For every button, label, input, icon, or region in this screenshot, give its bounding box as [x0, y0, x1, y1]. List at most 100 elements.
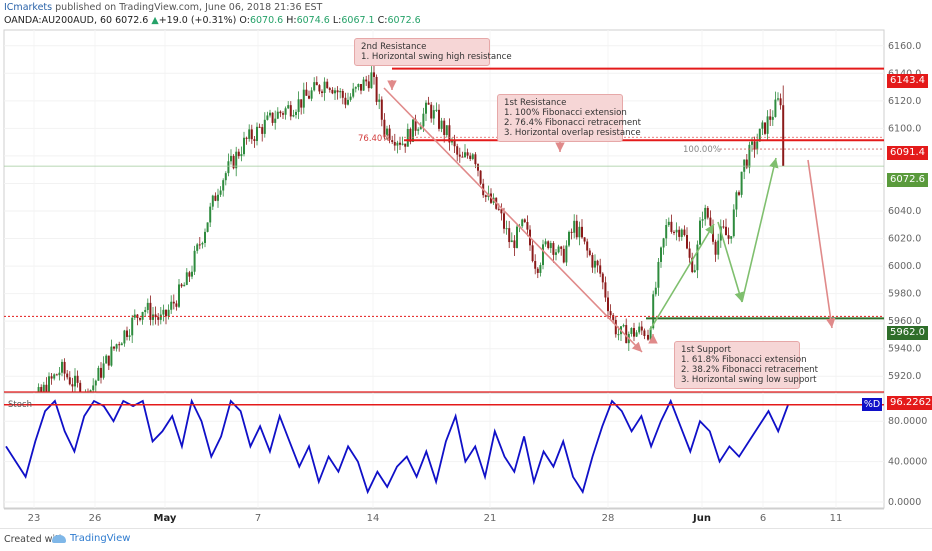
- candle: [68, 371, 71, 386]
- candle-body: [50, 376, 53, 379]
- candle-body: [201, 242, 204, 245]
- candle-body: [725, 226, 727, 236]
- candle-body: [175, 303, 178, 307]
- candle: [583, 237, 586, 245]
- candle: [471, 152, 474, 161]
- candle-body: [323, 81, 326, 93]
- candle: [115, 343, 118, 352]
- candle-body: [178, 284, 180, 307]
- candle-body: [753, 141, 756, 150]
- candle-body: [758, 128, 761, 142]
- candle: [204, 228, 206, 248]
- candle: [222, 178, 225, 197]
- candle: [704, 204, 707, 226]
- candle: [531, 239, 534, 263]
- candle: [549, 240, 552, 253]
- fib-100-label: 100.00%: [683, 145, 721, 155]
- candle-body: [102, 363, 105, 378]
- note-title: 1st Support: [681, 345, 732, 355]
- candle-body: [570, 231, 573, 233]
- candle-body: [516, 226, 518, 248]
- candle-body: [727, 235, 730, 239]
- candle: [654, 281, 657, 297]
- candle-body: [466, 152, 469, 156]
- candle: [601, 272, 604, 290]
- candle-body: [643, 330, 646, 337]
- candle: [443, 118, 446, 143]
- candle-body: [120, 343, 123, 346]
- candle-body: [188, 272, 191, 277]
- candle-body: [313, 82, 316, 91]
- candle: [110, 339, 113, 367]
- candle-body: [224, 173, 227, 181]
- candle-body: [331, 89, 334, 94]
- candle: [779, 93, 782, 110]
- candle-body: [769, 116, 772, 120]
- high-value: 6074.6: [296, 15, 330, 26]
- candle: [643, 328, 646, 340]
- candle-body: [766, 116, 769, 134]
- candle-body: [542, 244, 544, 266]
- candle-body: [665, 225, 668, 239]
- candle-body: [419, 126, 422, 130]
- candle-body: [243, 137, 245, 155]
- candle: [315, 76, 318, 86]
- projection-arrows: [383, 80, 836, 353]
- tradingview-link[interactable]: TradingView: [52, 533, 130, 544]
- candle: [40, 384, 43, 392]
- candle: [370, 66, 373, 89]
- candle: [180, 283, 183, 288]
- candle: [71, 377, 74, 392]
- candle: [727, 227, 730, 245]
- candle: [146, 298, 149, 314]
- candle-body: [691, 257, 694, 273]
- candle: [536, 267, 539, 279]
- candle: [191, 265, 193, 280]
- candle-body: [386, 128, 388, 135]
- note-line: 2. 38.2% Fibonacci retracement: [681, 365, 818, 375]
- candle-body: [591, 255, 594, 268]
- stoch-d-badge: %D: [862, 398, 882, 411]
- candle-body: [406, 128, 409, 147]
- candle: [586, 238, 589, 258]
- candle-body: [414, 119, 417, 131]
- candle-body: [474, 154, 477, 165]
- candle-body: [198, 244, 201, 246]
- candle-body: [144, 309, 147, 313]
- candle-body: [443, 120, 446, 135]
- candle-body: [271, 112, 274, 123]
- candle-body: [399, 142, 401, 145]
- candle: [712, 219, 714, 245]
- candle: [188, 270, 191, 283]
- candle: [440, 117, 443, 133]
- candle: [149, 295, 152, 326]
- candle: [107, 355, 110, 371]
- candle-body: [435, 109, 438, 111]
- candle-body: [649, 328, 652, 340]
- publisher-name[interactable]: ICmarkets: [4, 2, 53, 13]
- candle: [662, 237, 665, 255]
- candle-body: [344, 97, 347, 105]
- price-change: +19.0 (+0.31%): [158, 15, 237, 26]
- candle-body: [448, 125, 451, 143]
- candle: [50, 372, 53, 385]
- candle-body: [357, 84, 360, 88]
- candle-body: [633, 328, 635, 337]
- candle-body: [555, 252, 557, 255]
- candle-body: [427, 102, 430, 105]
- candle: [302, 82, 305, 114]
- candle-body: [217, 194, 219, 201]
- close-label: C:: [377, 15, 388, 26]
- publish-date: published on TradingView.com, June 06, 2…: [55, 2, 323, 13]
- note-line: 1. Horizontal swing high resistance: [361, 52, 512, 62]
- candle: [219, 186, 222, 198]
- candle: [76, 370, 79, 388]
- candle-body: [477, 164, 479, 171]
- candle-body: [667, 221, 670, 226]
- candle-body: [154, 314, 157, 318]
- candle-body: [105, 355, 108, 364]
- candle: [464, 144, 466, 159]
- fib-down-arrow: [383, 87, 643, 353]
- chart-header: ICmarkets published on TradingView.com, …: [0, 0, 932, 30]
